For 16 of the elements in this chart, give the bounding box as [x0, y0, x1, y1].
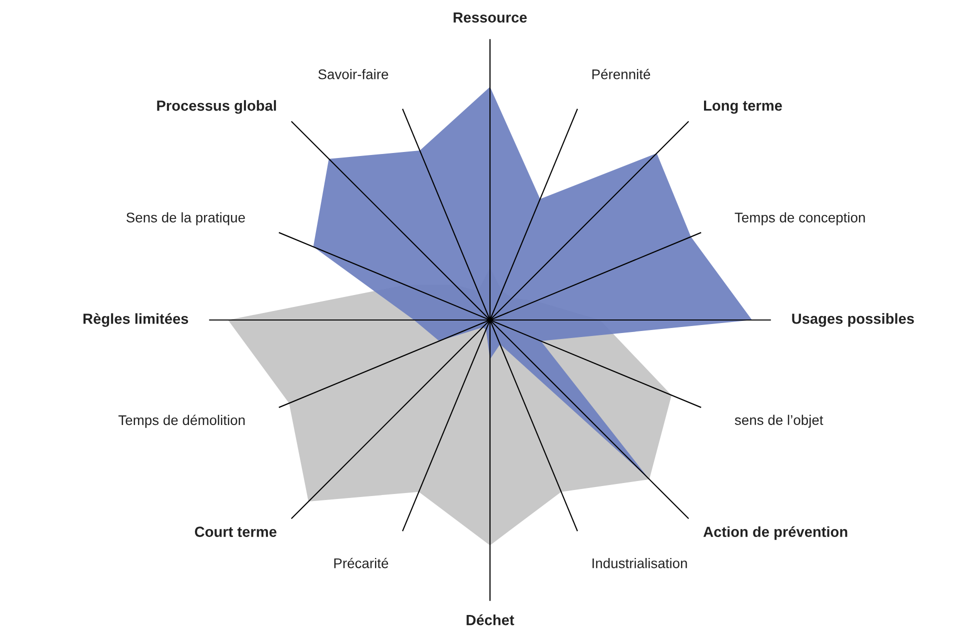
spoke-label: sens de l’objet [734, 414, 824, 428]
spoke-label: Court terme [194, 526, 276, 537]
spoke-label: Processus global [157, 100, 276, 114]
spoke-label: Sens de la pratique [126, 212, 245, 226]
spoke-label: Ressource [454, 12, 527, 23]
spoke-label: Long terme [704, 100, 782, 114]
spoke-label: Industrialisation [592, 558, 687, 568]
spoke-label: Pérennité [592, 68, 650, 80]
spoke-label: Savoir-faire [318, 69, 388, 80]
spoke-label: Précarité [334, 558, 388, 568]
spoke-label: Usages possibles [792, 313, 914, 327]
spoke-label: Déchet [466, 614, 514, 626]
spoke-label: Action de prévention [703, 526, 848, 540]
spoke-label: Règles limitées [83, 313, 188, 327]
spoke-label: Temps de démolition [118, 414, 245, 428]
spoke-label: Temps de conception [734, 212, 865, 226]
